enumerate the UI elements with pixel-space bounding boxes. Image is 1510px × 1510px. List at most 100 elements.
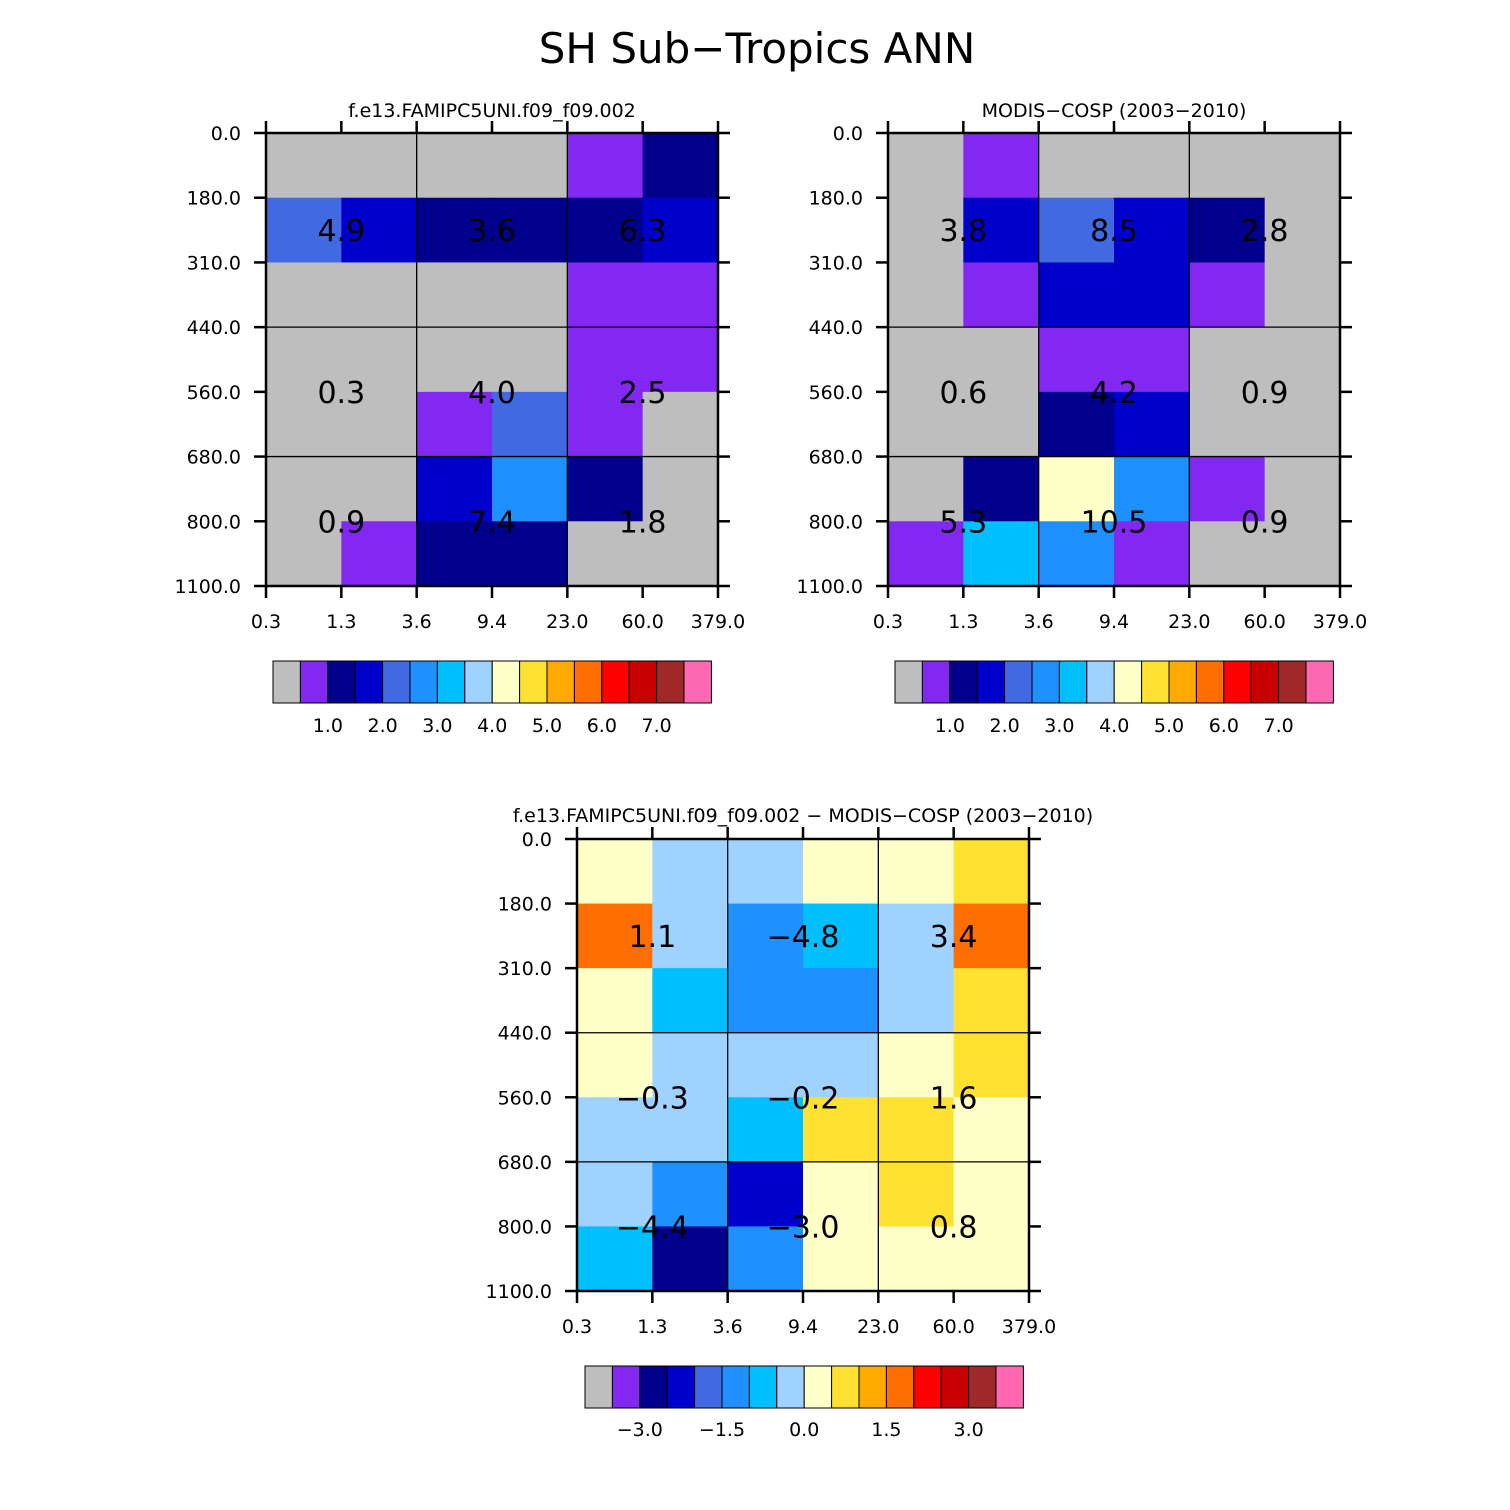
y-tick-label: 680.0 [187,447,241,469]
colorbar-swatch [776,1365,805,1409]
y-tick-label: 440.0 [187,317,241,339]
heatmap-cell [416,327,493,393]
colorbar-swatch [1113,660,1143,704]
heatmap-cell [577,839,653,905]
heatmap-cell [492,456,568,522]
colorbar-label: 3.0 [953,1419,983,1441]
heatmap-cell [1189,521,1266,587]
heatmap-cell [652,968,729,1034]
colorbar-label: 0.0 [789,1419,819,1441]
heatmap-cell [416,197,493,264]
colorbar-swatch [436,660,466,704]
heatmap-cell [878,1226,955,1292]
y-tick-label: 560.0 [809,382,863,404]
x-tick-label: 379.0 [691,611,745,633]
heatmap-cell [1038,327,1115,393]
heatmap-cell [577,1097,653,1163]
y-tick-label: 800.0 [809,511,863,533]
heatmap-cell [416,133,493,199]
heatmap-cell [878,1097,955,1163]
heatmap-cell [577,1161,653,1228]
heatmap-cell [888,327,964,393]
heatmap-cell [1038,391,1115,458]
panel-title: MODIS−COSP (2003−2010) [982,100,1247,122]
heatmap-cell [1189,327,1266,393]
heatmap-cell [803,968,879,1034]
heatmap-cell [652,1161,729,1228]
box-value-label: 2.5 [619,376,667,411]
colorbar-swatch [885,1365,915,1409]
colorbar-swatch [299,660,329,704]
x-tick-label: 9.4 [1099,611,1129,633]
x-tick-label: 379.0 [1313,611,1367,633]
box-value-label: 4.0 [468,376,516,411]
heatmap-cell [963,262,1040,328]
box-value-label: 10.5 [1081,505,1148,540]
colorbar-swatch [666,1365,696,1409]
colorbar-label: 3.0 [422,715,452,737]
y-tick-label: 800.0 [498,1216,552,1238]
colorbar-swatch [803,1365,833,1409]
heatmap-cell [567,521,644,587]
heatmap-cell [652,1097,729,1163]
colorbar-swatch [354,660,384,704]
y-tick-label: 440.0 [809,317,863,339]
heatmap-cell [953,1226,1030,1292]
x-tick-label: 3.6 [713,1316,743,1338]
heatmap-cell [1114,456,1190,522]
panel-3: f.e13.FAMIPC5UNI.f09_f09.002 − MODIS−COS… [486,805,1094,1441]
heatmap-cell [963,456,1040,522]
panel-1: f.e13.FAMIPC5UNI.f09_f09.002 4.9 3.6 6.3 0.3… [175,100,746,737]
heatmap-cell [567,197,644,264]
heatmap-cell [567,327,644,393]
heatmap-cell [416,456,493,522]
box-value-label: 3.4 [930,920,978,955]
box-value-label: 3.6 [468,214,516,249]
heatmap-cell [953,1161,1030,1228]
heatmap-cell [953,839,1030,905]
heatmap-cell [341,197,418,264]
heatmap-cell [577,968,653,1034]
colorbar-swatch [573,660,603,704]
heatmap-cell [1114,327,1190,393]
colorbar-label: 3.0 [1044,715,1074,737]
box-value-label: −4.4 [616,1210,689,1245]
y-tick-label: 180.0 [809,188,863,210]
box-value-label: 0.8 [930,1210,978,1245]
heatmap-cell [492,327,568,393]
x-tick-label: 0.3 [873,611,903,633]
heatmap-cell [963,197,1040,264]
heatmap-cell [642,327,719,393]
heatmap-cell [953,968,1030,1034]
heatmap-cell [642,521,719,587]
box-value-label: 1.1 [628,920,676,955]
colorbar-swatch [1058,660,1088,704]
heatmap-cell [888,197,964,264]
heatmap-cell [577,903,653,969]
heatmap-cell [727,839,804,905]
colorbar-swatch [628,660,658,704]
y-tick-label: 180.0 [498,894,552,916]
colorbar-label: 2.0 [989,715,1019,737]
heatmap-cell [888,456,964,522]
heatmap-cell [1189,197,1266,264]
colorbar-swatch [1168,660,1197,704]
heatmap-cell [727,1226,804,1292]
heatmap-cell [642,133,719,199]
colorbar-swatch [721,1365,750,1409]
colorbar-swatch [1305,660,1334,704]
box-value-label: 3.8 [939,214,987,249]
heatmap-cell [1038,262,1115,328]
box-value-label: 7.4 [468,505,516,540]
colorbar-swatch [491,660,521,704]
heatmap-cell [492,521,568,587]
heatmap-cell [577,1032,653,1098]
x-tick-label: 60.0 [933,1316,975,1338]
colorbar-swatch [949,660,978,704]
y-tick-label: 680.0 [498,1152,552,1174]
heatmap-cell [1264,391,1341,458]
box-value-label: 5.3 [939,505,987,540]
box-value-label: 0.9 [1241,505,1289,540]
heatmap-cell [1114,197,1190,264]
colorbar-swatch [976,660,1006,704]
